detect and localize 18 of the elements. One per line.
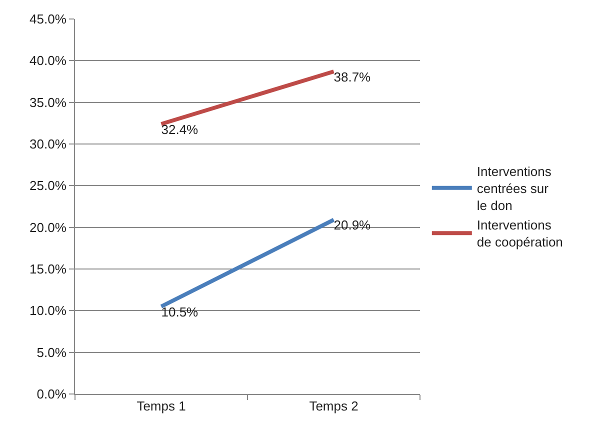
data-label: 20.9% xyxy=(334,218,372,233)
y-tick-label: 45.0% xyxy=(30,12,67,27)
y-tick-label: 25.0% xyxy=(30,178,67,194)
data-label: 38.7% xyxy=(334,69,372,84)
y-tick-label: 30.0% xyxy=(30,136,67,152)
legend-label: Interventions centrées sur le don xyxy=(476,164,552,213)
y-tick-label: 0.0% xyxy=(36,386,67,402)
y-tick-label: 10.0% xyxy=(30,303,67,318)
data-label: 32.4% xyxy=(161,122,199,137)
x-tick-label: Temps 1 xyxy=(136,398,186,414)
y-tick-label: 35.0% xyxy=(30,94,67,110)
data-label: 10.5% xyxy=(161,304,199,320)
y-tick-label: 5.0% xyxy=(36,344,67,360)
x-tick-label: Temps 2 xyxy=(309,398,358,414)
y-tick-label: 15.0% xyxy=(30,262,67,277)
y-tick-label: 20.0% xyxy=(30,220,67,235)
legend-label: Interventions de coopération xyxy=(476,218,563,250)
y-tick-label: 40.0% xyxy=(30,53,67,68)
